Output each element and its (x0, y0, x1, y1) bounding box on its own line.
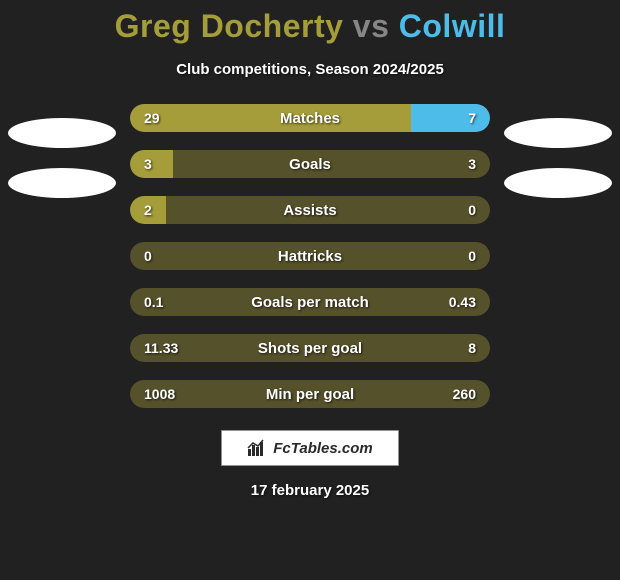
player1-badges (8, 118, 116, 198)
stat-bar-left (130, 196, 166, 224)
stat-label: Goals per match (130, 288, 490, 316)
stat-row: 1008 260Min per goal (130, 380, 490, 408)
logo-box: FcTables.com (221, 430, 399, 466)
stat-label: Shots per goal (130, 334, 490, 362)
stats-bars: 297Matches33Goals20Assists00Hattricks0.1… (130, 104, 490, 408)
vs-text: vs (353, 8, 390, 44)
stat-row: 11.33 8Shots per goal (130, 334, 490, 362)
stat-value-right: 0 (468, 242, 476, 270)
stat-row: 33Goals (130, 150, 490, 178)
comparison-title: Greg Docherty vs Colwill (0, 0, 620, 45)
stat-row: 297Matches (130, 104, 490, 132)
stat-label: Min per goal (130, 380, 490, 408)
stat-label: Goals (130, 150, 490, 178)
stat-value-right: 260 (453, 380, 476, 408)
bar-chart-icon (247, 439, 267, 457)
stat-value-right: 8 (468, 334, 476, 362)
stat-bar-left (130, 104, 411, 132)
stat-label: Assists (130, 196, 490, 224)
date: 17 february 2025 (0, 482, 620, 499)
stat-bar-right (411, 104, 490, 132)
badge-placeholder (504, 118, 612, 148)
subtitle: Club competitions, Season 2024/2025 (0, 61, 620, 78)
badge-placeholder (8, 118, 116, 148)
stat-row: 0.1 0.43Goals per match (130, 288, 490, 316)
player2-name: Colwill (399, 8, 506, 44)
stat-value-left: 0.1 (144, 288, 163, 316)
stat-bar-left (130, 150, 173, 178)
badge-placeholder (504, 168, 612, 198)
player1-name: Greg Docherty (115, 8, 344, 44)
stat-value-left: 0 (144, 242, 152, 270)
stat-label: Hattricks (130, 242, 490, 270)
stat-value-right: 0 (468, 196, 476, 224)
stat-value-left: 11.33 (144, 334, 178, 362)
stat-value-right: 3 (468, 150, 476, 178)
stat-row: 0 0Hattricks (130, 242, 490, 270)
player2-badges (504, 118, 612, 198)
stat-value-right: 0.43 (449, 288, 476, 316)
stat-row: 20Assists (130, 196, 490, 224)
stat-value-left: 1008 (144, 380, 175, 408)
badge-placeholder (8, 168, 116, 198)
logo-text: FcTables.com (273, 440, 372, 457)
